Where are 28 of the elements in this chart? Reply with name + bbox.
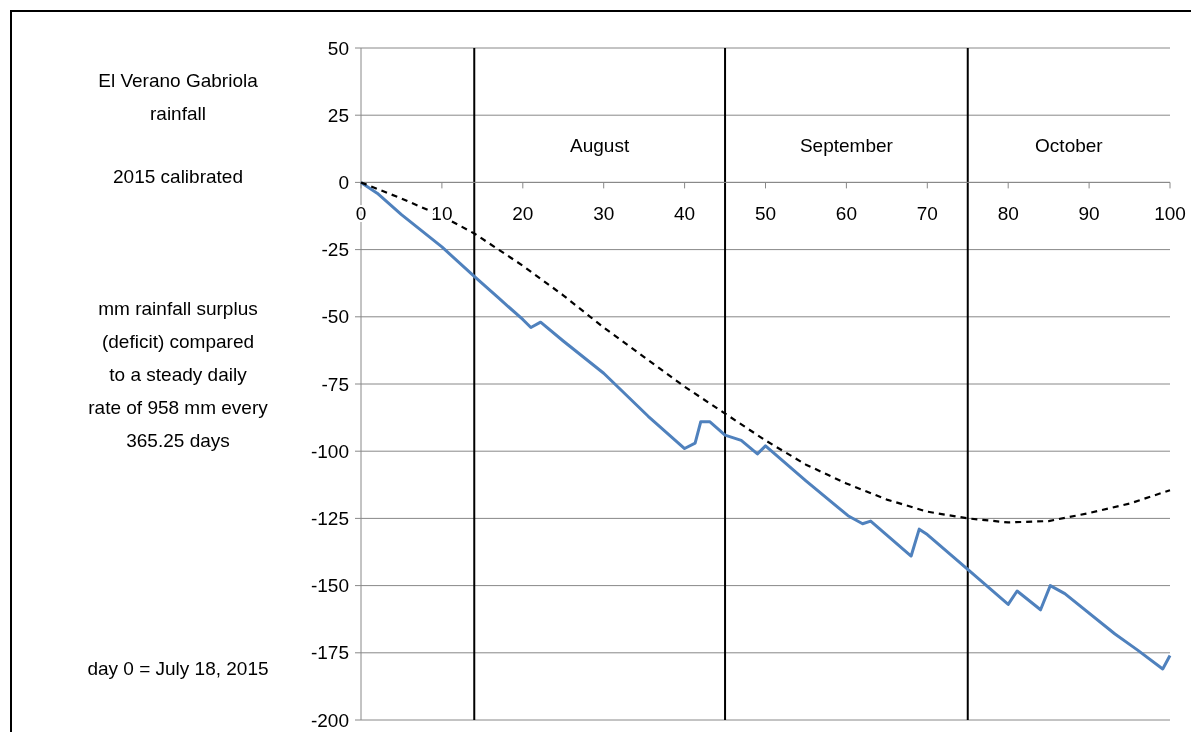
text: El Verano Gabriola rainfall [98,70,259,124]
y-tick-label: -25 [321,239,349,261]
x-tick-label: 20 [512,203,534,225]
x-tick-label: 100 [1154,203,1186,225]
x-tick-label: 0 [355,203,367,225]
y-tick-label: -100 [310,440,349,462]
x-tick-label: 60 [835,203,857,225]
x-tick-label: 40 [674,203,696,225]
x-tick-label: 50 [754,203,777,225]
text: day 0 = July 18, 2015 [87,658,269,679]
x-tick-label: 70 [916,203,938,225]
x-tick-label: 80 [997,203,1019,225]
y-tick-label: 0 [338,172,349,194]
y-tick-label: -125 [310,508,349,530]
x-tick-label: 90 [1078,203,1100,225]
annotation: August [570,135,630,157]
text: 2015 calibrated [113,166,243,187]
y-axis-title: mm rainfall surplus (deficit) compared to a steady daily rate of 958 mm every 365.25 days [88,298,269,451]
y-tick-label: -175 [310,642,349,664]
y-tick-label: -75 [321,373,349,395]
y-tick-label: 50 [327,37,349,59]
annotation: October [1035,135,1104,157]
annotation: September [799,135,894,157]
y-tick-label: 25 [327,104,349,126]
y-tick-label: -150 [310,575,349,597]
y-tick-label: -50 [321,306,349,328]
y-tick-label: -200 [310,709,349,731]
x-tick-label: 30 [593,203,615,225]
